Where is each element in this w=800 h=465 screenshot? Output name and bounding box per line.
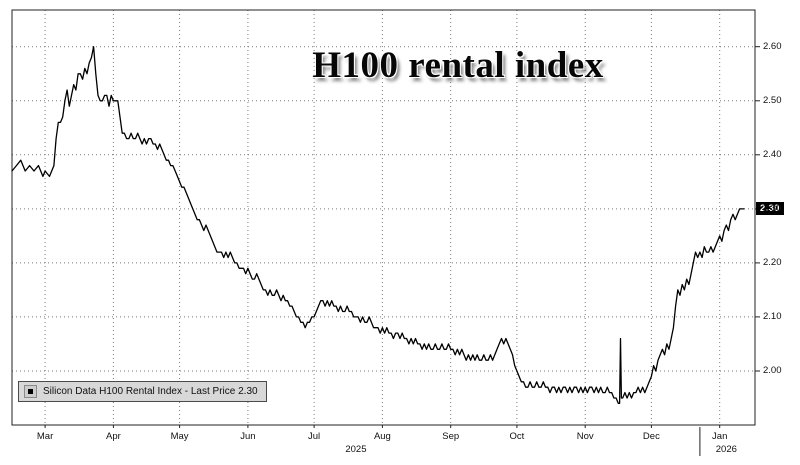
y-axis-label: 2.20 [763,257,782,269]
y-axis-label: 2.30 [763,203,782,215]
y-axis-label: 2.10 [763,311,782,323]
x-axis-month-label: Jan [712,431,728,442]
x-axis-month-label: Jul [307,431,321,442]
x-axis-month-label: Dec [642,431,660,442]
price-line-series [11,46,745,405]
legend-marker-icon [24,385,37,398]
y-axis-label: 2.60 [763,41,782,53]
x-axis-month-label: Apr [106,431,121,442]
legend-label: Silicon Data H100 Rental Index - Last Pr… [43,386,258,397]
plot-frame [11,9,756,426]
x-axis-year-label: 2026 [715,444,737,455]
x-axis-month-label: Jun [240,431,256,442]
series-swatch-icon [28,389,33,394]
x-axis-month-label: Mar [36,431,54,442]
x-axis-month-label: May [170,431,189,442]
y-axis-label: 2.50 [763,95,782,107]
x-axis-month-label: Sep [442,431,460,442]
y-axis-label: 2.00 [763,365,782,377]
legend-box: Silicon Data H100 Rental Index - Last Pr… [18,381,267,402]
x-axis-month-label: Nov [576,431,594,442]
chart-title: H100 rental index [312,45,604,86]
x-axis-month-label: Aug [373,431,391,442]
x-axis-month-label: Oct [509,431,525,442]
last-price-tag: 2.30 [756,202,784,216]
x-axis-year-label: 2025 [345,444,367,455]
y-axis-label: 2.40 [763,149,782,161]
